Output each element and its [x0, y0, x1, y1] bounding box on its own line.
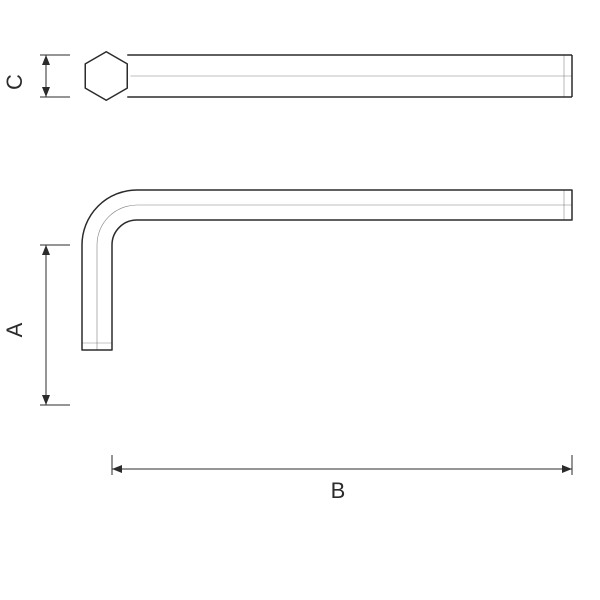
- dimension-label-b: B: [331, 478, 346, 503]
- dimension-annotations: C A B: [2, 55, 572, 503]
- hex-key-dimension-drawing: C A B: [0, 0, 600, 600]
- dimension-label-c: C: [2, 74, 27, 90]
- dimension-label-a: A: [2, 322, 27, 337]
- drawing-geometry: [82, 52, 572, 350]
